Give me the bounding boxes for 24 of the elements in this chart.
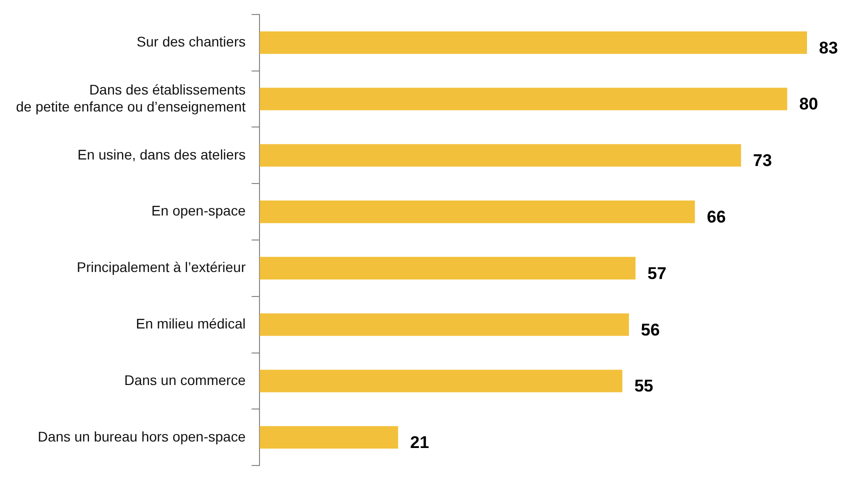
data-label: 83 bbox=[819, 38, 838, 58]
y-tick-label: Sur des chantiers bbox=[136, 33, 246, 50]
bar bbox=[260, 426, 398, 449]
y-tick-label: Dans un commerce bbox=[124, 372, 246, 388]
data-label: 21 bbox=[410, 433, 430, 452]
data-label: 55 bbox=[634, 376, 654, 396]
data-label: 56 bbox=[640, 320, 660, 340]
y-tick-label: En milieu médical bbox=[136, 315, 246, 332]
y-tick-label: Dans un bureau hors open-space bbox=[38, 428, 246, 444]
y-tick-label: Principalement à l’extérieur bbox=[76, 259, 246, 276]
bar bbox=[260, 88, 788, 110]
bar bbox=[260, 313, 629, 336]
bar bbox=[260, 256, 636, 280]
bar bbox=[260, 370, 622, 392]
data-label: 57 bbox=[648, 264, 666, 283]
bar bbox=[260, 31, 807, 54]
y-tick-label: En open-space bbox=[151, 202, 246, 219]
data-label: 80 bbox=[799, 94, 818, 114]
y-tick-label: En usine, dans des ateliers bbox=[78, 146, 246, 162]
data-label: 73 bbox=[753, 151, 772, 170]
bar bbox=[260, 144, 742, 167]
data-label: 66 bbox=[706, 207, 726, 226]
y-tick-label: Dans des établissements de petite enfance ou d’enseignement bbox=[16, 81, 246, 114]
bar bbox=[260, 200, 695, 224]
